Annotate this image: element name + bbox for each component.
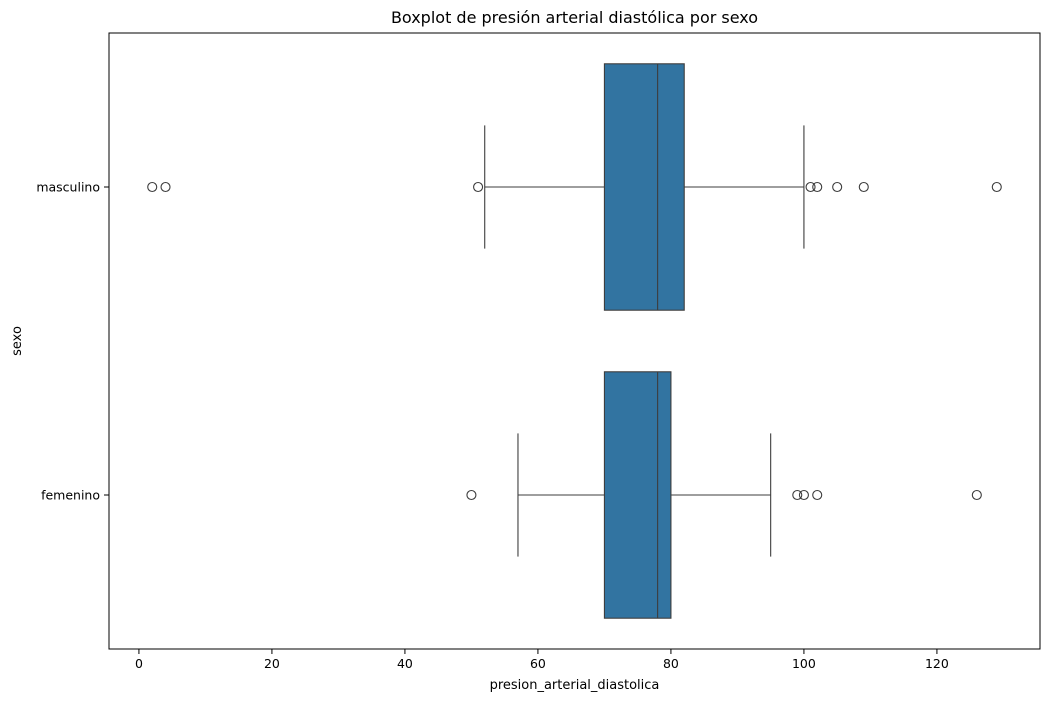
y-axis-ticks: masculino femenino <box>36 180 109 503</box>
outlier-point <box>991 181 1002 193</box>
plot-frame <box>108 32 1041 650</box>
x-tick-label: 60 <box>530 656 546 671</box>
outlier-point <box>805 181 816 193</box>
x-tick-label: 40 <box>397 656 413 671</box>
outlier-point <box>858 181 869 193</box>
x-tick-label: 0 <box>135 656 143 671</box>
box-iqr <box>603 371 672 619</box>
x-tick-label: 120 <box>925 656 949 671</box>
box-group-masculino <box>147 63 1002 311</box>
x-tick-label: 80 <box>663 656 679 671</box>
box-iqr <box>603 63 685 311</box>
y-axis-label: sexo <box>10 326 25 356</box>
outlier-point <box>971 489 982 501</box>
outlier-point <box>466 489 477 501</box>
x-axis-ticks: 0 20 40 60 80 100 120 <box>135 649 949 671</box>
plot-area <box>147 63 1002 619</box>
x-axis-label: presion_arterial_diastolica <box>490 678 660 693</box>
outlier-point <box>160 181 171 193</box>
outlier-point <box>832 181 843 193</box>
y-tick-label: femenino <box>41 488 100 503</box>
x-tick-label: 20 <box>264 656 280 671</box>
chart-title: Boxplot de presión arterial diastólica p… <box>391 8 758 27</box>
outlier-point <box>792 489 803 501</box>
outlier-point <box>812 489 823 501</box>
y-tick-label: masculino <box>36 180 100 195</box>
outlier-point <box>147 181 158 193</box>
outlier-point <box>812 181 823 193</box>
x-tick-label: 100 <box>792 656 816 671</box>
outlier-point <box>473 181 484 193</box>
box-group-femenino <box>466 371 982 619</box>
outlier-point <box>798 489 809 501</box>
